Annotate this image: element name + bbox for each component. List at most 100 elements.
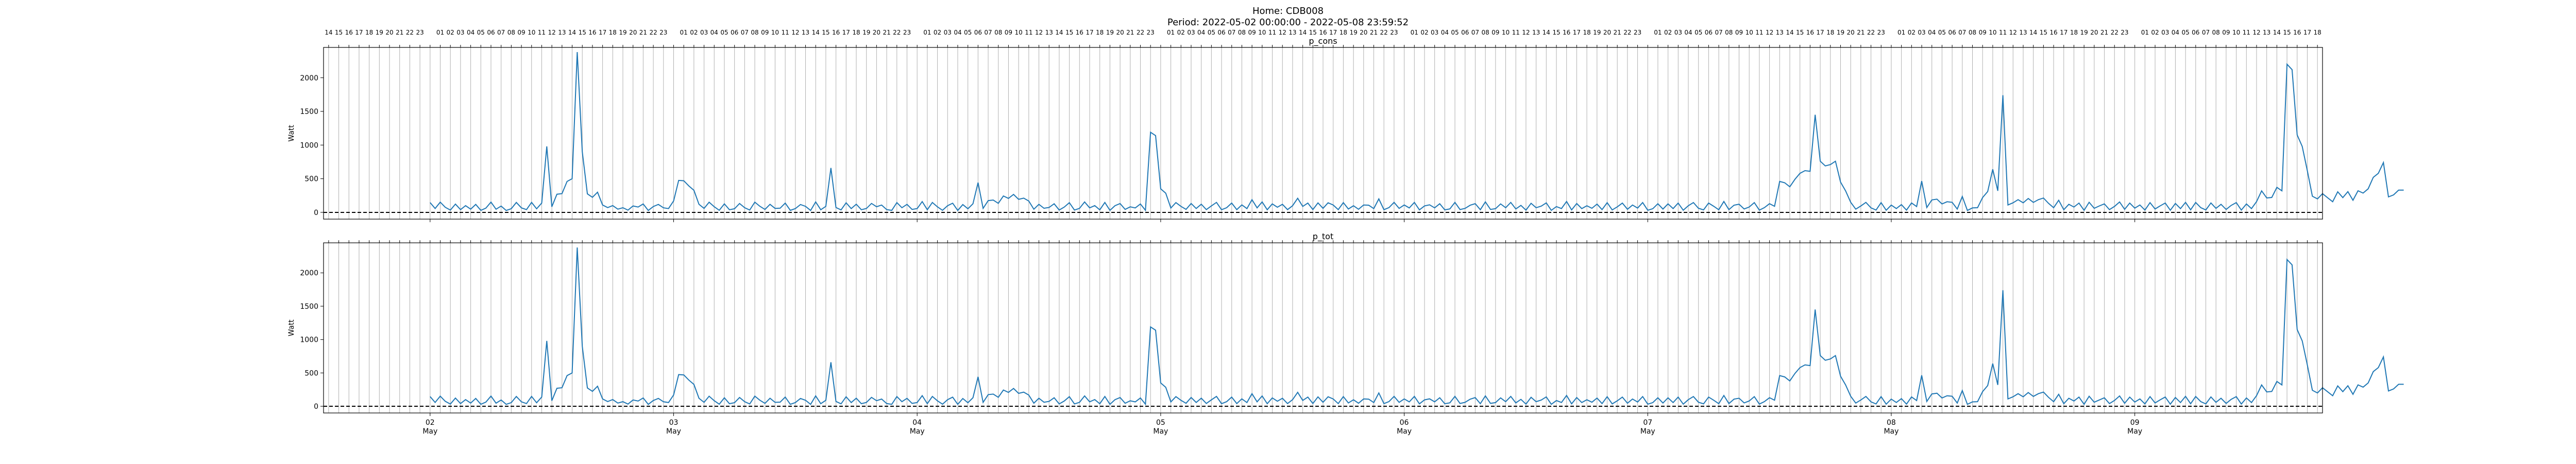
x-hour-label: 20 xyxy=(385,29,393,36)
x-hour-label: 16 xyxy=(832,29,840,36)
x-day-label: 04 xyxy=(912,419,922,427)
x-hour-label: 10 xyxy=(1014,29,1022,36)
x-hour-label: 14 xyxy=(2273,29,2281,36)
x-hour-label: 12 xyxy=(1035,29,1043,36)
x-hour-label: 15 xyxy=(2040,29,2047,36)
x-hour-label: 14 xyxy=(1786,29,1793,36)
x-hour-label: 16 xyxy=(1806,29,1814,36)
x-hour-label: 17 xyxy=(1086,29,1093,36)
x-hour-label: 15 xyxy=(1796,29,1804,36)
x-hour-label: 12 xyxy=(1279,29,1286,36)
x-hour-label: 03 xyxy=(1187,29,1195,36)
x-hour-label: 23 xyxy=(1634,29,1641,36)
x-hour-label: 09 xyxy=(761,29,769,36)
x-hour-label: 22 xyxy=(1623,29,1631,36)
y-tick-label: 500 xyxy=(304,175,318,184)
x-hour-label: 20 xyxy=(873,29,880,36)
x-hour-label: 06 xyxy=(1948,29,1956,36)
x-hour-label: 19 xyxy=(619,29,626,36)
x-hour-label: 10 xyxy=(1745,29,1753,36)
x-hour-label: 06 xyxy=(974,29,982,36)
x-hour-label: 20 xyxy=(2090,29,2098,36)
x-hour-label: 17 xyxy=(355,29,363,36)
x-hour-label: 02 xyxy=(1177,29,1185,36)
x-day-label: 05 xyxy=(1156,419,1165,427)
x-hour-label: 08 xyxy=(1481,29,1489,36)
x-hour-label: 21 xyxy=(883,29,890,36)
x-hour-label: 03 xyxy=(1918,29,1925,36)
x-hour-label: 22 xyxy=(893,29,901,36)
x-hour-label: 13 xyxy=(2019,29,2027,36)
x-hour-label: 05 xyxy=(2181,29,2189,36)
x-hour-label: 01 xyxy=(923,29,931,36)
x-hour-label: 18 xyxy=(1340,29,1347,36)
x-hour-label: 14 xyxy=(1055,29,1063,36)
x-day-label: 09 xyxy=(2130,419,2140,427)
x-hour-label: 14 xyxy=(325,29,332,36)
x-hour-label: 06 xyxy=(1217,29,1225,36)
x-hour-label: 19 xyxy=(1106,29,1114,36)
figure-period: Period: 2022-05-02 00:00:00 - 2022-05-08… xyxy=(1167,17,1409,28)
x-hour-label: 01 xyxy=(1654,29,1662,36)
x-hour-label: 11 xyxy=(2243,29,2250,36)
y-axis-label: Watt xyxy=(287,319,296,336)
x-hour-label: 06 xyxy=(487,29,495,36)
panel-title: p_tot xyxy=(1313,231,1334,242)
x-hour-label: 08 xyxy=(994,29,1002,36)
y-tick-label: 1500 xyxy=(300,303,318,311)
x-hour-label: 01 xyxy=(436,29,444,36)
x-hour-label: 22 xyxy=(649,29,657,36)
x-hour-label: 04 xyxy=(710,29,718,36)
x-hour-label: 23 xyxy=(1147,29,1155,36)
x-hour-label: 07 xyxy=(1471,29,1479,36)
x-hour-label: 11 xyxy=(538,29,546,36)
x-hour-label: 06 xyxy=(1705,29,1713,36)
x-month-label: May xyxy=(1153,427,1168,436)
x-hour-label: 21 xyxy=(1857,29,1865,36)
x-hour-label: 10 xyxy=(1502,29,1510,36)
x-hour-label: 16 xyxy=(1076,29,1083,36)
x-hour-label: 06 xyxy=(2192,29,2199,36)
x-hour-label: 10 xyxy=(1258,29,1266,36)
x-hour-label: 16 xyxy=(1563,29,1570,36)
x-day-label: 08 xyxy=(1887,419,1896,427)
x-hour-label: 08 xyxy=(751,29,758,36)
x-hour-label: 21 xyxy=(1614,29,1621,36)
x-hour-label: 18 xyxy=(2314,29,2321,36)
x-hour-label: 09 xyxy=(1248,29,1256,36)
x-hour-label: 20 xyxy=(1847,29,1855,36)
x-hour-label: 12 xyxy=(548,29,556,36)
x-hour-label: 09 xyxy=(1979,29,1987,36)
x-hour-label: 13 xyxy=(2263,29,2270,36)
x-hour-label: 05 xyxy=(1938,29,1946,36)
x-hour-label: 07 xyxy=(1715,29,1722,36)
x-hour-label: 23 xyxy=(1877,29,1885,36)
x-hour-label: 01 xyxy=(1167,29,1175,36)
x-hour-label: 01 xyxy=(2141,29,2149,36)
x-hour-label: 09 xyxy=(1005,29,1012,36)
x-hour-label: 02 xyxy=(1664,29,1672,36)
x-hour-label: 04 xyxy=(2172,29,2179,36)
x-hour-label: 17 xyxy=(2060,29,2067,36)
x-day-label: 06 xyxy=(1400,419,1409,427)
x-hour-label: 09 xyxy=(2222,29,2230,36)
x-hour-label: 02 xyxy=(934,29,941,36)
series-line xyxy=(430,247,2404,406)
series-line xyxy=(430,52,2404,212)
x-hour-label: 15 xyxy=(335,29,343,36)
figure-title: Home: CDB008 xyxy=(1252,6,1324,16)
x-hour-label: 14 xyxy=(568,29,576,36)
x-hour-label: 13 xyxy=(1532,29,1540,36)
x-hour-label: 12 xyxy=(2009,29,2017,36)
y-tick-label: 1000 xyxy=(300,336,318,344)
x-hour-label: 07 xyxy=(1228,29,1235,36)
x-hour-label: 08 xyxy=(1725,29,1733,36)
x-hour-label: 01 xyxy=(1411,29,1418,36)
x-hour-label: 04 xyxy=(1684,29,1692,36)
x-hour-label: 02 xyxy=(1908,29,1916,36)
x-hour-label: 11 xyxy=(1268,29,1276,36)
x-month-label: May xyxy=(910,427,925,436)
x-hour-label: 22 xyxy=(1380,29,1388,36)
x-hour-label: 21 xyxy=(1370,29,1378,36)
